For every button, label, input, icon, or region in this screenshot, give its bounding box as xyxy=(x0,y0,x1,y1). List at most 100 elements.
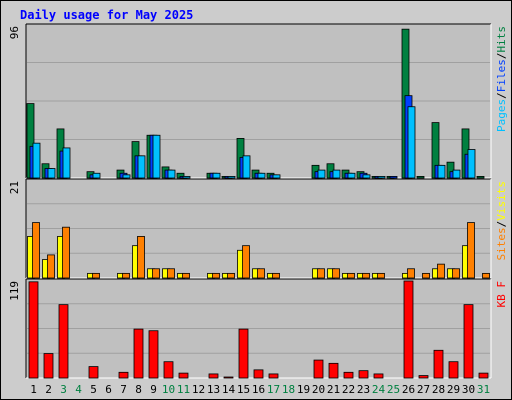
bar-kb-f xyxy=(328,362,339,379)
bar-pages xyxy=(257,172,266,179)
bar-sites xyxy=(407,268,415,279)
bar-pages xyxy=(377,176,386,179)
chart-title: Daily usage for May 2025 xyxy=(20,8,193,22)
panel-2: 21 Sites/Visits xyxy=(8,178,508,279)
x-tick-label: 18 xyxy=(282,383,295,396)
legend-item: Files xyxy=(495,59,508,92)
bar-kb-f xyxy=(28,281,39,379)
x-tick-label: 16 xyxy=(252,383,265,396)
x-tick-label: 28 xyxy=(432,383,445,396)
bar-sites xyxy=(182,272,190,279)
bar-kb-f xyxy=(88,366,99,379)
legend-separator: / xyxy=(495,221,508,228)
bar-pages xyxy=(452,169,461,179)
bar-files xyxy=(389,176,398,179)
bar-sites xyxy=(377,272,385,279)
bar-pages xyxy=(362,174,371,179)
x-tick-label: 24 xyxy=(372,383,386,396)
bar-hits xyxy=(416,176,425,179)
x-axis-labels: 1 2 3 4 5 6 7 8 9 10 11 12 13 14 15 16 17 18 19 20 21 22 23 24 2… xyxy=(30,383,490,396)
legend-item: Hits xyxy=(495,26,508,53)
bar-sites xyxy=(452,268,460,279)
bar-pages xyxy=(467,149,476,179)
bar-pages xyxy=(407,106,416,179)
bar-kb-f xyxy=(253,369,264,379)
bar-sites xyxy=(317,268,325,279)
bar-kb-f xyxy=(238,328,249,379)
bar-sites xyxy=(47,254,55,279)
x-tick-label: 10 xyxy=(162,383,175,396)
x-tick-label: 17 xyxy=(267,383,280,396)
bar-kb-f xyxy=(118,371,129,379)
x-tick-label: 8 xyxy=(135,383,142,396)
bar-kb-f xyxy=(313,359,324,379)
bar-kb-f xyxy=(148,330,159,379)
x-tick-label: 22 xyxy=(342,383,355,396)
bar-kb-f xyxy=(268,373,279,379)
x-tick-label: 23 xyxy=(357,383,370,396)
legend: KB F xyxy=(495,281,508,308)
bar-sites xyxy=(137,236,145,279)
x-tick-label: 15 xyxy=(237,383,250,396)
x-tick-label: 6 xyxy=(105,383,112,396)
x-tick-label: 12 xyxy=(192,383,205,396)
bar-pages xyxy=(167,169,176,179)
bar-pages xyxy=(152,134,161,179)
x-tick-label: 14 xyxy=(222,383,236,396)
bar-sites xyxy=(32,222,40,279)
x-tick-label: 20 xyxy=(312,383,325,396)
panels-layer: 96 Pages/Files/Hits 21 Sites/Visits 119 KB F xyxy=(8,23,508,379)
bar-kb-f xyxy=(358,370,369,379)
x-tick-label: 5 xyxy=(90,383,97,396)
bar-sites xyxy=(167,268,175,279)
bar-kb-f xyxy=(43,353,54,379)
bar-kb-f xyxy=(208,373,219,379)
bar-sites xyxy=(272,272,280,279)
bar-pages xyxy=(212,172,221,179)
y-max-label: 96 xyxy=(8,26,21,39)
bar-kb-f xyxy=(223,376,234,379)
bar-pages xyxy=(347,172,356,179)
legend: Sites/Visits xyxy=(495,181,508,261)
bar-sites xyxy=(467,222,475,279)
bar-kb-f xyxy=(403,280,414,379)
bar-pages xyxy=(182,176,191,179)
x-tick-label: 31 xyxy=(477,383,490,396)
x-tick-label: 2 xyxy=(45,383,52,396)
bar-sites xyxy=(362,272,370,279)
bar-kb-f xyxy=(343,371,354,379)
bar-pages xyxy=(317,169,326,179)
x-tick-label: 19 xyxy=(297,383,310,396)
bar-pages xyxy=(332,169,341,179)
bar-pages xyxy=(47,168,56,179)
bar-sites xyxy=(62,226,70,279)
x-tick-label: 7 xyxy=(120,383,127,396)
y-max-label: 119 xyxy=(8,281,21,301)
x-tick-label: 1 xyxy=(30,383,37,396)
bar-kb-f xyxy=(373,373,384,379)
bar-kb-f xyxy=(178,372,189,379)
x-tick-label: 25 xyxy=(387,383,400,396)
legend: Pages/Files/Hits xyxy=(495,26,508,132)
x-tick-label: 13 xyxy=(207,383,220,396)
y-max-label: 21 xyxy=(8,181,21,194)
legend-item: Sites xyxy=(495,227,508,260)
bar-pages xyxy=(242,155,251,179)
x-tick-label: 29 xyxy=(447,383,460,396)
bar-hits xyxy=(476,176,485,179)
legend-separator: / xyxy=(495,53,508,60)
legend-separator: / xyxy=(495,92,508,99)
x-tick-label: 21 xyxy=(327,383,340,396)
panel-1: 96 Pages/Files/Hits xyxy=(8,23,508,179)
bar-pages xyxy=(32,142,41,179)
bar-sites xyxy=(482,272,490,279)
x-tick-label: 11 xyxy=(177,383,190,396)
x-tick-label: 30 xyxy=(462,383,475,396)
bar-kb-f xyxy=(418,375,429,379)
bar-sites xyxy=(347,272,355,279)
bar-kb-f xyxy=(433,349,444,379)
x-tick-label: 26 xyxy=(402,383,415,396)
bar-pages xyxy=(437,164,446,179)
bar-kb-f xyxy=(448,361,459,379)
bar-pages xyxy=(62,147,71,179)
